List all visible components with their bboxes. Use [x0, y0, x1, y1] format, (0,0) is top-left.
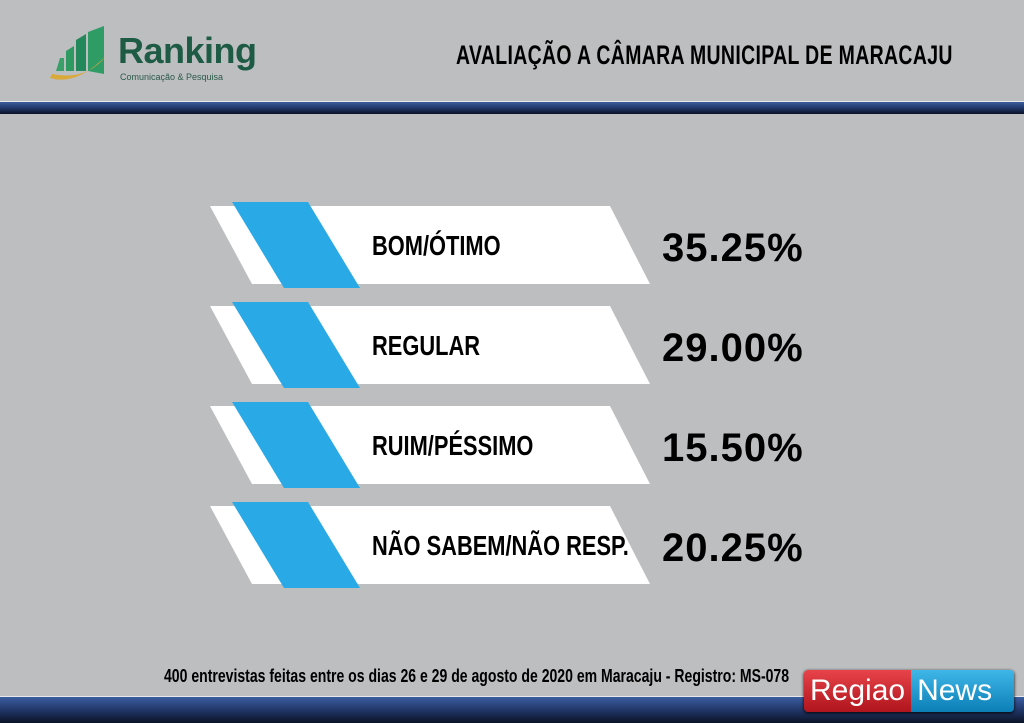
value-label: 35.25%	[662, 226, 804, 270]
category-label: RUIM/PÉSSIMO	[372, 430, 534, 461]
value-label: 15.50%	[662, 426, 804, 470]
row-accent-bar	[232, 202, 360, 288]
ranking-logo	[50, 26, 106, 80]
category-label: BOM/ÓTIMO	[372, 230, 501, 261]
row-accent-bar	[232, 402, 360, 488]
page-title: AVALIAÇÃO A CÂMARA MUNICIPAL DE MARACAJU	[456, 40, 953, 70]
row-accent-bar	[232, 302, 360, 388]
category-label: REGULAR	[372, 330, 480, 361]
regiao-news-watermark: Regiao News	[804, 670, 1014, 712]
value-label: 20.25%	[662, 526, 804, 570]
header-divider	[0, 101, 1024, 114]
logo-tagline: Comunicação & Pesquisa	[120, 72, 224, 82]
footer-note: 400 entrevistas feitas entre os dias 26 …	[164, 666, 790, 686]
logo-name: Ranking	[118, 30, 257, 71]
watermark-part1: Regiao	[804, 670, 912, 712]
row-accent-bar	[232, 502, 360, 588]
watermark-part2: News	[911, 670, 1014, 712]
category-label: NÃO SABEM/NÃO RESP.	[372, 530, 629, 561]
value-label: 29.00%	[662, 326, 804, 370]
